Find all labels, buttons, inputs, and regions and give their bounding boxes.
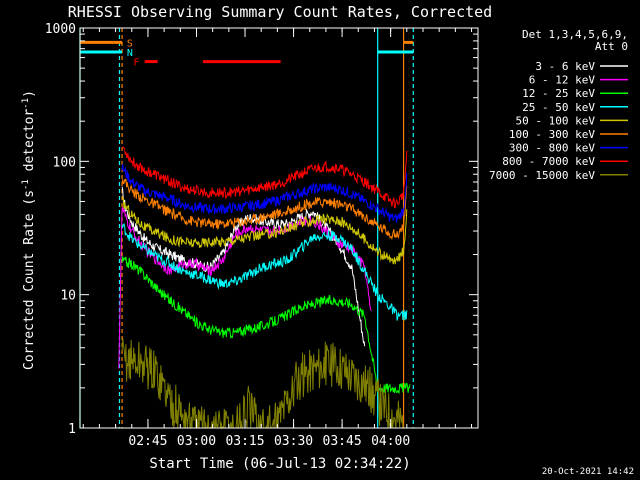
y-tick-label: 1 bbox=[68, 422, 76, 437]
legend-entry-label: 300 - 800 keV bbox=[509, 142, 595, 155]
x-tick-label: 03:00 bbox=[177, 434, 216, 449]
flag-label-n: N bbox=[127, 48, 133, 59]
legend-entry-label: 50 - 100 keV bbox=[516, 114, 596, 127]
legend-entry-label: 7000 - 15000 keV bbox=[489, 169, 595, 182]
series-line bbox=[121, 186, 366, 347]
legend-entry-label: 6 - 12 keV bbox=[529, 74, 596, 87]
y-tick-label: 10 bbox=[60, 289, 76, 304]
x-tick-label: 03:15 bbox=[225, 434, 264, 449]
plot-area: SNF bbox=[79, 27, 479, 430]
legend-header: Det 1,3,4,5,6,9, bbox=[522, 28, 628, 41]
x-axis: 02:45 03:00 03:15 03:30 03:45 04:00 bbox=[82, 28, 473, 449]
legend-entry-label: 800 - 7000 keV bbox=[502, 155, 595, 168]
plot-frame bbox=[79, 27, 479, 429]
footer-timestamp: 20-Oct-2021 14:42 bbox=[542, 467, 634, 477]
x-tick-label: 03:30 bbox=[274, 434, 313, 449]
x-tick-label: 03:45 bbox=[323, 434, 362, 449]
series-line bbox=[121, 146, 408, 209]
legend-header: Att 0 bbox=[595, 40, 628, 53]
y-axis: 1 10 100 1000 bbox=[45, 22, 478, 437]
y-axis-label: Corrected Count Rate (s-1 detector-1) bbox=[21, 90, 37, 370]
legend-entry-label: 12 - 25 keV bbox=[522, 87, 595, 100]
flag-label-s: S bbox=[127, 38, 133, 49]
flag-label-f: F bbox=[133, 58, 139, 69]
series-line bbox=[121, 337, 404, 430]
legend-entry-label: 100 - 300 keV bbox=[509, 128, 595, 141]
series-line bbox=[121, 178, 408, 241]
legend-entry-label: 3 - 6 keV bbox=[535, 60, 595, 73]
series-line bbox=[121, 163, 408, 224]
y-tick-label: 1000 bbox=[45, 22, 76, 37]
x-tick-label: 04:00 bbox=[371, 434, 410, 449]
x-axis-label: Start Time (06-Jul-13 02:34:22) bbox=[149, 456, 410, 472]
y-tick-label: 100 bbox=[53, 155, 76, 170]
legend-entry-label: 25 - 50 keV bbox=[522, 101, 595, 114]
x-tick-label: 02:45 bbox=[128, 434, 167, 449]
series-line bbox=[121, 256, 411, 395]
chart-title: RHESSI Observing Summary Count Rates, Co… bbox=[68, 3, 492, 21]
series-line bbox=[121, 222, 408, 321]
series-line bbox=[121, 196, 408, 265]
